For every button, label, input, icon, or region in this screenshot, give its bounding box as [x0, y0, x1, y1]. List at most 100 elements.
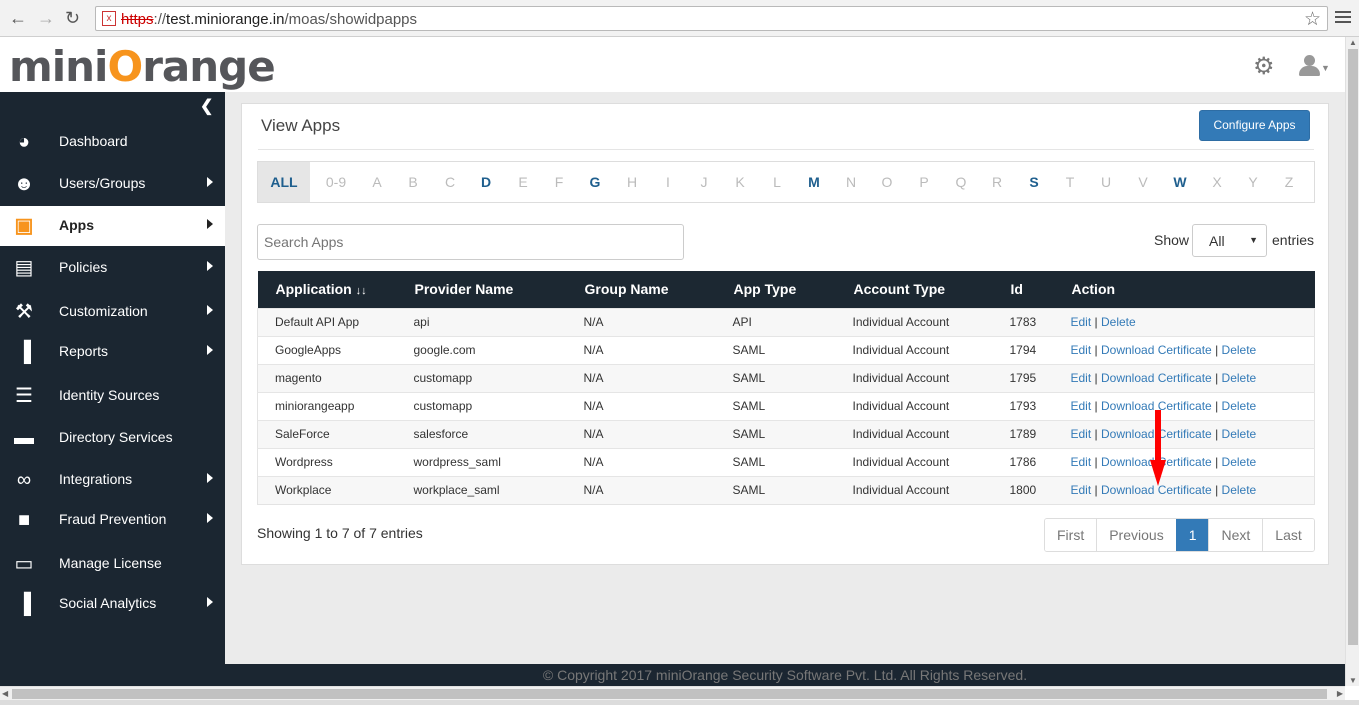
download-certificate-link[interactable]: Download Certificate — [1101, 343, 1212, 357]
alpha-filter-l[interactable]: L — [773, 174, 781, 190]
delete-link[interactable]: Delete — [1221, 343, 1257, 357]
edit-link[interactable]: Edit — [1070, 455, 1092, 469]
page-last-button[interactable]: Last — [1262, 519, 1314, 551]
sidebar-item-directory-services[interactable]: ▬ Directory Services — [0, 418, 225, 458]
alpha-filter-r[interactable]: R — [991, 174, 1003, 190]
alpha-filter-z[interactable]: Z — [1284, 174, 1294, 190]
page-first-button[interactable]: First — [1045, 519, 1097, 551]
address-bar[interactable]: x https://test.miniorange.in/moas/showid… — [95, 6, 1328, 31]
sort-icon[interactable]: ↓↓ — [355, 285, 367, 298]
column-header-account-type[interactable]: Account Type — [853, 281, 946, 298]
sidebar-item-fraud-prevention[interactable]: ■ Fraud Prevention — [0, 500, 225, 540]
delete-link[interactable]: Delete — [1221, 427, 1257, 441]
alpha-filter-a[interactable]: A — [372, 174, 382, 190]
page-1-button[interactable]: 1 — [1175, 519, 1209, 551]
alpha-filter-i[interactable]: I — [666, 174, 670, 190]
app-header: miniOrange ⚙ ▼ — [0, 37, 1345, 92]
sidebar-item-reports[interactable]: ▐ Reports — [0, 332, 225, 372]
alpha-filter-b[interactable]: B — [408, 174, 418, 190]
sidebar-item-policies[interactable]: ▤ Policies — [0, 248, 225, 288]
alpha-filter-e[interactable]: E — [518, 174, 528, 190]
column-header-application[interactable]: Application ↓↓ — [258, 271, 397, 308]
alpha-filter-0-9[interactable]: 0-9 — [325, 174, 347, 190]
sidebar-item-apps[interactable]: ▣ Apps — [0, 206, 225, 246]
vertical-scrollbar[interactable]: ▲ ▼ — [1345, 37, 1359, 686]
sidebar-item-social-analytics[interactable]: ▐ Social Analytics — [0, 584, 225, 624]
alpha-filter-p[interactable]: P — [919, 174, 929, 190]
alpha-filter-g[interactable]: G — [589, 174, 601, 190]
browser-toolbar: ← → ↻ x https://test.miniorange.in/moas/… — [0, 0, 1359, 37]
horizontal-scrollbar-thumb[interactable] — [12, 689, 1327, 699]
delete-link[interactable]: Delete — [1221, 483, 1257, 497]
column-header-app-type[interactable]: App Type — [733, 281, 797, 298]
sidebar-item-dashboard[interactable]: ◕ Dashboard — [0, 122, 225, 162]
alpha-filter-j[interactable]: J — [700, 174, 708, 190]
download-certificate-link[interactable]: Download Certificate — [1101, 399, 1212, 413]
back-icon[interactable]: ← — [9, 8, 27, 28]
column-header-id[interactable]: Id — [1010, 281, 1023, 298]
table-row: SaleForce salesforce N/A SAML Individual Acc… — [257, 419, 1315, 448]
alpha-filter-s[interactable]: S — [1029, 174, 1039, 190]
sidebar-item-integrations[interactable]: ∞ Integrations — [0, 460, 225, 500]
alpha-filter-all[interactable]: ALL — [258, 162, 310, 202]
page-previous-button[interactable]: Previous — [1096, 519, 1176, 551]
browser-menu-icon[interactable] — [1335, 9, 1351, 25]
download-certificate-link[interactable]: Download Certificate — [1101, 483, 1212, 497]
column-header-provider[interactable]: Provider Name — [414, 281, 514, 298]
delete-link[interactable]: Delete — [1101, 315, 1136, 329]
action-separator: | — [1094, 315, 1098, 329]
bar-chart-icon: ▐ — [16, 593, 32, 615]
insecure-lock-icon[interactable]: x — [102, 11, 116, 26]
sidebar-item-users-groups[interactable]: ☻ Users/Groups — [0, 164, 225, 204]
column-header-label: Application — [275, 281, 352, 298]
sidebar-item-customization[interactable]: ⚒ Customization — [0, 292, 225, 332]
search-apps-input[interactable] — [257, 224, 684, 260]
sidebar-item-manage-license[interactable]: ▭ Manage License — [0, 544, 225, 584]
alpha-filter-m[interactable]: M — [808, 174, 820, 190]
alpha-filter-u[interactable]: U — [1100, 174, 1112, 190]
sidebar-item-identity-sources[interactable]: ☰ Identity Sources — [0, 376, 225, 416]
alpha-filter-t[interactable]: T — [1065, 174, 1075, 190]
page-next-button[interactable]: Next — [1208, 519, 1263, 551]
bookmark-star-icon[interactable]: ☆ — [1303, 9, 1321, 30]
alpha-filter-o[interactable]: O — [881, 174, 893, 190]
delete-link[interactable]: Delete — [1221, 399, 1257, 413]
miniorange-logo[interactable]: miniOrange — [9, 45, 276, 89]
alpha-filter-w[interactable]: W — [1173, 174, 1187, 190]
chevron-right-icon — [207, 305, 213, 315]
app-name-cell: magento — [257, 363, 397, 392]
action-separator: | — [1094, 427, 1098, 441]
alpha-filter-c[interactable]: C — [444, 174, 456, 190]
delete-link[interactable]: Delete — [1221, 455, 1257, 469]
alpha-filter-q[interactable]: Q — [955, 174, 967, 190]
edit-link[interactable]: Edit — [1070, 427, 1092, 441]
horizontal-scrollbar[interactable]: ◀ ▶ — [0, 686, 1345, 700]
entries-label: entries — [1272, 232, 1315, 248]
collapse-sidebar-icon[interactable]: ❮ — [200, 98, 214, 115]
forward-icon[interactable]: → — [37, 8, 55, 28]
download-certificate-link[interactable]: Download Certificate — [1101, 371, 1212, 385]
sidebar-item-label: Apps — [59, 217, 94, 233]
alpha-filter-k[interactable]: K — [735, 174, 745, 190]
link-icon: ∞ — [16, 469, 32, 491]
edit-link[interactable]: Edit — [1070, 483, 1092, 497]
configure-apps-button[interactable]: Configure Apps — [1199, 110, 1310, 141]
edit-link[interactable]: Edit — [1070, 371, 1092, 385]
alpha-filter-f[interactable]: F — [554, 174, 564, 190]
alpha-filter-d[interactable]: D — [480, 174, 492, 190]
alpha-filter-v[interactable]: V — [1138, 174, 1148, 190]
reload-icon[interactable]: ↻ — [65, 8, 81, 28]
column-header-group[interactable]: Group Name — [584, 281, 669, 298]
alpha-filter-x[interactable]: X — [1212, 174, 1222, 190]
vertical-scrollbar-thumb[interactable] — [1348, 49, 1358, 645]
alpha-filter-n[interactable]: N — [845, 174, 857, 190]
edit-link[interactable]: Edit — [1070, 343, 1092, 357]
alpha-filter-y[interactable]: Y — [1248, 174, 1258, 190]
gear-icon[interactable]: ⚙ — [1253, 53, 1275, 80]
entries-select[interactable]: All ▼ — [1192, 224, 1267, 257]
edit-link[interactable]: Edit — [1070, 315, 1092, 329]
alpha-filter-h[interactable]: H — [626, 174, 638, 190]
user-menu-icon[interactable]: ▼ — [1298, 55, 1330, 79]
edit-link[interactable]: Edit — [1070, 399, 1092, 413]
delete-link[interactable]: Delete — [1221, 371, 1257, 385]
